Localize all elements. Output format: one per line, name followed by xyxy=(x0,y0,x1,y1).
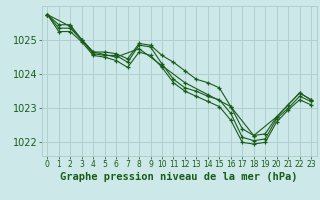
X-axis label: Graphe pression niveau de la mer (hPa): Graphe pression niveau de la mer (hPa) xyxy=(60,172,298,182)
